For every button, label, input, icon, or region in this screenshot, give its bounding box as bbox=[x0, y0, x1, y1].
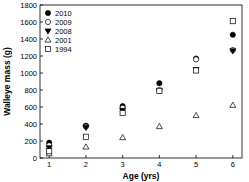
legend-marker bbox=[45, 29, 51, 34]
legend-label: 2009 bbox=[55, 18, 72, 27]
point bbox=[120, 110, 125, 115]
y-tick bbox=[40, 39, 43, 40]
x-tick-label: 6 bbox=[231, 160, 235, 169]
y-tick-label: 1200 bbox=[20, 52, 37, 61]
y-tick-label: 1400 bbox=[20, 35, 37, 44]
plot-frame bbox=[40, 5, 242, 158]
legend-label: 2010 bbox=[55, 9, 72, 18]
y-axis-label: Walleye mass (g) bbox=[2, 47, 12, 116]
point bbox=[193, 57, 198, 62]
point bbox=[230, 32, 235, 37]
y-tick bbox=[40, 22, 43, 23]
legend-label: 2001 bbox=[55, 36, 72, 45]
y-tick bbox=[40, 5, 43, 6]
points bbox=[46, 19, 236, 156]
point bbox=[156, 123, 162, 128]
point bbox=[230, 49, 236, 54]
legend-marker bbox=[45, 46, 50, 51]
point bbox=[83, 134, 88, 139]
point bbox=[47, 149, 52, 154]
legend: 20102009200820011994 bbox=[45, 9, 72, 54]
y-tick bbox=[40, 56, 43, 57]
y-tick-label: 600 bbox=[24, 103, 37, 112]
point bbox=[157, 87, 162, 92]
point bbox=[193, 68, 198, 73]
point bbox=[193, 68, 199, 73]
point bbox=[230, 19, 235, 24]
y-tick-label: 400 bbox=[24, 120, 37, 129]
legend-marker bbox=[45, 19, 50, 24]
y-tick-label: 200 bbox=[24, 137, 37, 146]
point bbox=[156, 89, 162, 94]
y-tick-label: 1600 bbox=[20, 18, 37, 27]
legend-label: 2008 bbox=[55, 27, 72, 36]
point bbox=[193, 112, 199, 117]
x-tick bbox=[85, 155, 86, 158]
x-axis-label: Age (yrs) bbox=[123, 171, 160, 181]
point bbox=[230, 102, 236, 107]
x-tick-label: 1 bbox=[47, 160, 51, 169]
point bbox=[157, 88, 162, 93]
x-tick-label: 5 bbox=[194, 160, 198, 169]
y-tick-label: 800 bbox=[24, 86, 37, 95]
legend-marker bbox=[45, 10, 50, 15]
point bbox=[83, 125, 89, 130]
legend-label: 1994 bbox=[55, 45, 72, 54]
y-tick-label: 1800 bbox=[20, 1, 37, 10]
y-tick-label: 0 bbox=[33, 154, 37, 163]
y-tick bbox=[40, 124, 43, 125]
point bbox=[157, 81, 162, 86]
x-tick-label: 2 bbox=[84, 160, 88, 169]
y-tick bbox=[40, 158, 43, 159]
point bbox=[120, 134, 126, 139]
y-tick bbox=[40, 107, 43, 108]
chart: 1 2 3 4 5 6 0 200 400 600 800 1000 1200 1400 1600 1800 A… bbox=[0, 0, 249, 182]
point bbox=[83, 144, 89, 149]
point bbox=[193, 56, 198, 61]
x-tick bbox=[232, 155, 233, 158]
x-tick bbox=[159, 155, 160, 158]
legend-marker bbox=[45, 37, 51, 42]
y-tick-label: 1000 bbox=[20, 69, 37, 78]
y-tick bbox=[40, 90, 43, 91]
y-tick bbox=[40, 73, 43, 74]
x-tick-label: 3 bbox=[121, 160, 125, 169]
y-tick bbox=[40, 141, 43, 142]
x-tick-label: 4 bbox=[157, 160, 161, 169]
x-tick bbox=[196, 155, 197, 158]
x-tick bbox=[122, 155, 123, 158]
